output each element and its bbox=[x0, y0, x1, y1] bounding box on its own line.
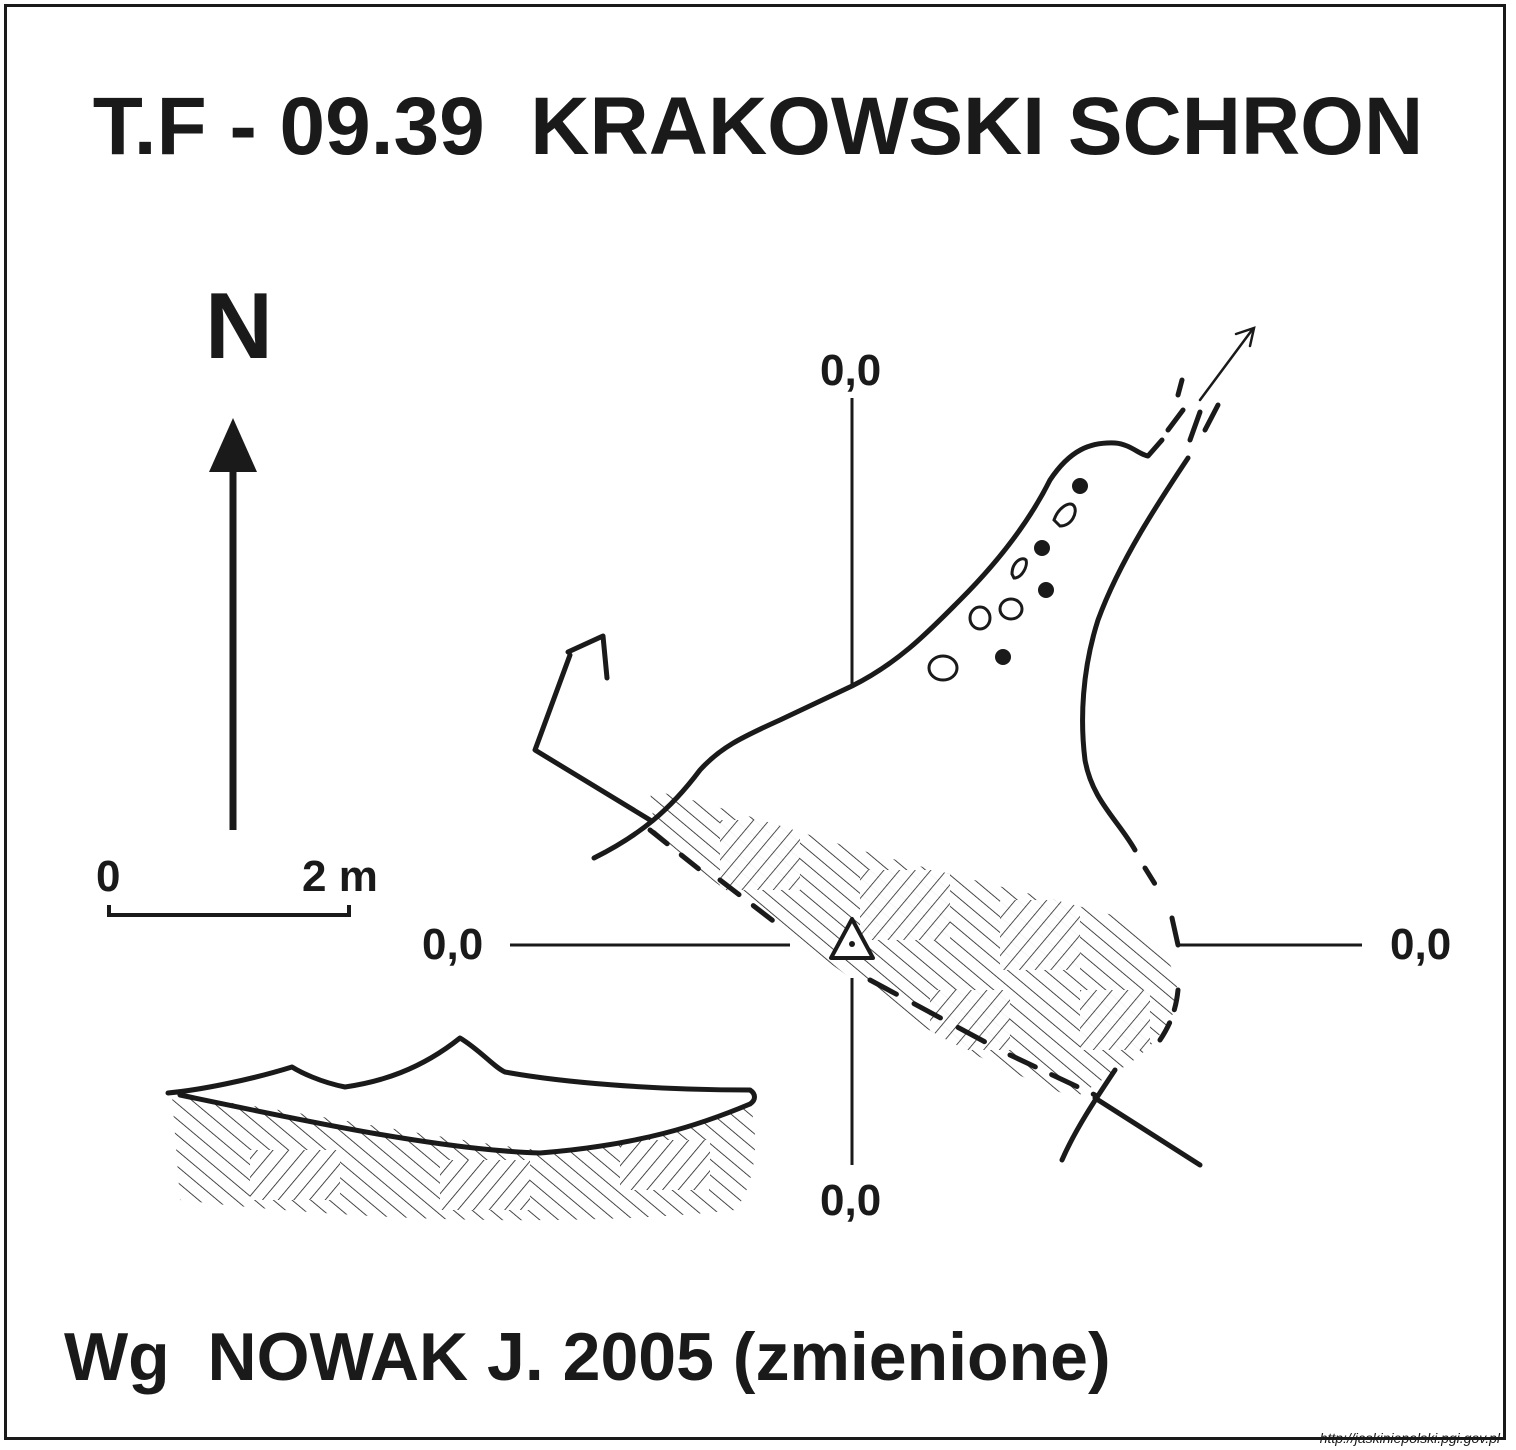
datum-label-bottom: 0,0 bbox=[820, 1176, 882, 1225]
section-line bbox=[532, 652, 1203, 1168]
passage-arrow-icon bbox=[1198, 326, 1256, 402]
north-arrow-icon bbox=[209, 418, 257, 830]
scale-bar bbox=[107, 905, 351, 917]
exit-arrow-icon bbox=[565, 633, 610, 681]
rock-debris-icon bbox=[927, 478, 1088, 682]
datum-cross bbox=[510, 398, 1362, 1165]
cave-profile bbox=[165, 1035, 757, 1221]
map-frame bbox=[4, 4, 1506, 1440]
scale-end-label: 2 m bbox=[302, 852, 378, 901]
datum-label-right: 0,0 bbox=[1390, 920, 1452, 969]
scale-start-label: 0 bbox=[96, 852, 121, 901]
sediment-fill bbox=[650, 790, 1178, 1098]
datum-label-top: 0,0 bbox=[820, 346, 882, 395]
dashed-wall bbox=[647, 827, 1098, 1098]
credit-url: http://jaskiniepolski.pgi.gov.pl bbox=[1319, 1430, 1500, 1446]
source-citation: Wg NOWAK J. 2005 (zmienione) bbox=[64, 1319, 1111, 1395]
datum-label-left: 0,0 bbox=[422, 920, 484, 969]
north-label: N bbox=[205, 273, 273, 378]
cave-walls bbox=[591, 377, 1221, 1043]
survey-point-triangle-icon bbox=[829, 917, 875, 960]
map-title: T.F - 09.39 KRAKOWSKI SCHRON bbox=[92, 81, 1424, 172]
